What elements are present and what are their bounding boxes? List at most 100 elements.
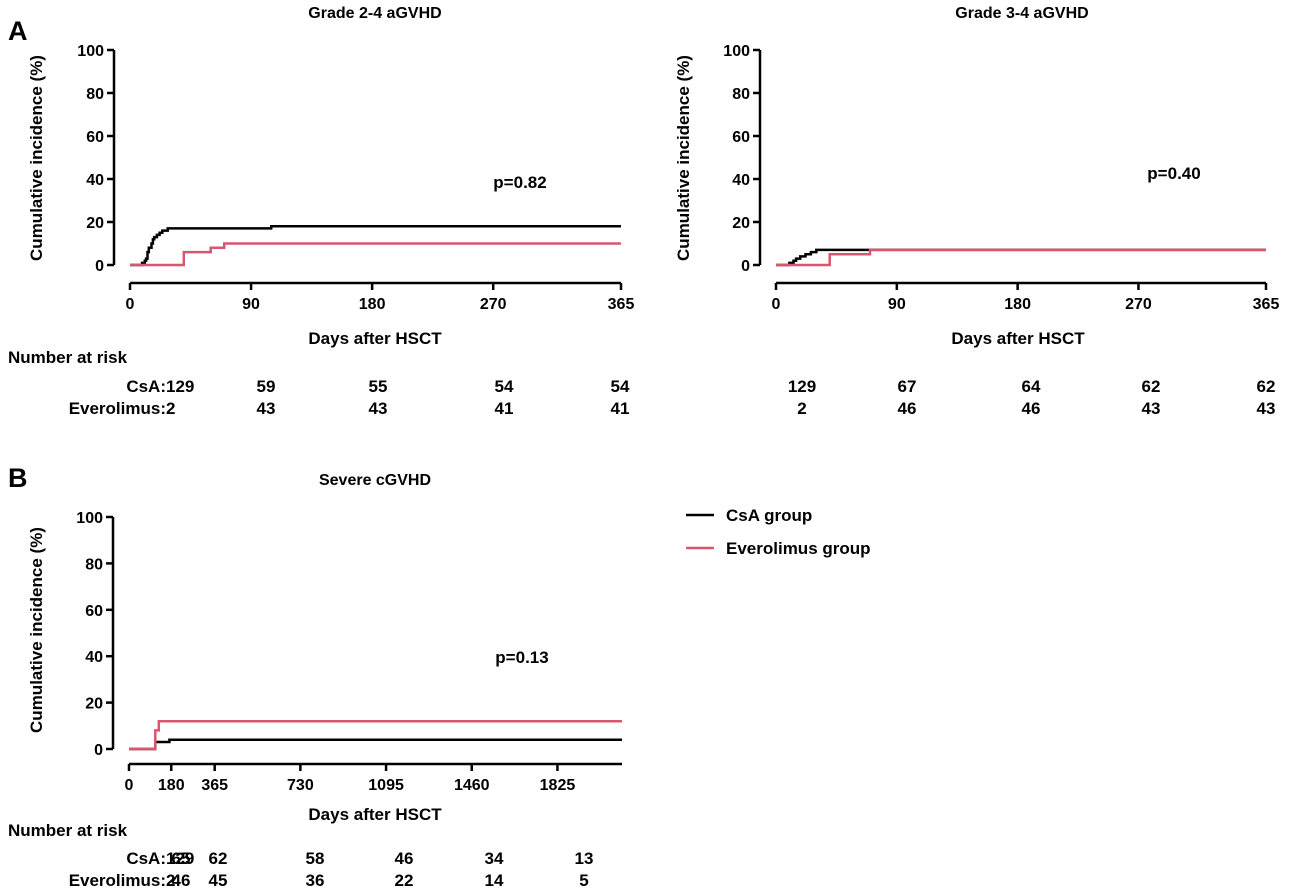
y-tick-label: 20: [85, 696, 103, 713]
chart-title: Grade 2-4 aGVHD: [308, 5, 441, 22]
risk-value: 22: [395, 871, 414, 890]
risk-value: 14: [485, 871, 504, 890]
risk-row-label: CsA:: [126, 849, 166, 868]
x-axis-label: Days after HSCT: [951, 329, 1085, 348]
series-line-everolimus: [129, 719, 622, 751]
risk-value: 43: [257, 399, 276, 418]
risk-value: 64: [1022, 377, 1041, 396]
chart-title: Grade 3-4 aGVHD: [955, 5, 1088, 22]
risk-value: 2: [166, 399, 175, 418]
x-axis-label: Days after HSCT: [308, 805, 442, 824]
y-tick-label: 80: [732, 86, 750, 103]
p-value-annotation: p=0.13: [495, 648, 548, 667]
risk-value: 54: [495, 377, 514, 396]
x-tick-label: 1095: [368, 777, 404, 794]
y-tick-label: 60: [732, 129, 750, 146]
risk-value: 129: [166, 849, 194, 868]
x-tick-label: 730: [287, 777, 314, 794]
legend-label-csa: CsA group: [726, 506, 812, 525]
risk-value: 46: [395, 849, 414, 868]
y-axis-label: Cumulative incidence (%): [27, 527, 46, 733]
chart-panel-grade-2-4: Grade 2-4 aGVHD p=0.82 0 20 40 60 80 100 0 90 180 2…: [27, 5, 634, 418]
risk-value: 5: [579, 871, 588, 890]
y-tick-label: 0: [94, 742, 103, 759]
x-tick-label: 365: [608, 296, 635, 313]
series-line-csa: [129, 738, 622, 751]
risk-value: 129: [166, 377, 194, 396]
y-tick-label: 60: [85, 603, 103, 620]
chart-title: Severe cGVHD: [319, 472, 431, 489]
y-tick-label: 40: [732, 172, 750, 189]
p-value-annotation: p=0.82: [493, 173, 546, 192]
risk-value: 58: [306, 849, 325, 868]
x-tick-label: 270: [480, 296, 507, 313]
x-tick-label: 1460: [454, 777, 490, 794]
x-tick-label: 180: [1004, 296, 1031, 313]
y-tick-label: 80: [86, 86, 104, 103]
risk-value: 41: [611, 399, 630, 418]
y-tick-label: 40: [85, 649, 103, 666]
risk-value: 41: [495, 399, 514, 418]
y-tick-label: 100: [77, 43, 104, 60]
risk-value: 46: [1022, 399, 1041, 418]
y-tick-label: 40: [86, 172, 104, 189]
y-tick-label: 0: [95, 258, 104, 275]
risk-value: 43: [1257, 399, 1276, 418]
risk-value: 129: [788, 377, 816, 396]
risk-value: 46: [898, 399, 917, 418]
x-tick-label: 365: [201, 777, 228, 794]
y-axis-label: Cumulative incidence (%): [27, 55, 46, 261]
series-line-everolimus: [776, 248, 1266, 267]
risk-value: 62: [1257, 377, 1276, 396]
risk-value: 43: [1142, 399, 1161, 418]
y-tick-label: 0: [741, 258, 750, 275]
risk-value: 62: [209, 849, 228, 868]
series-line-everolimus: [130, 242, 621, 267]
x-tick-label: 1825: [540, 777, 576, 794]
risk-value: 54: [611, 377, 630, 396]
x-tick-label: 0: [126, 296, 135, 313]
y-axis-label: Cumulative incidence (%): [674, 55, 693, 261]
y-tick-label: 60: [86, 129, 104, 146]
risk-value: 36: [306, 871, 325, 890]
risk-value: 65: [172, 849, 191, 868]
risk-row-label: CsA:: [126, 377, 166, 396]
risk-value: 13: [575, 849, 594, 868]
risk-value: 59: [257, 377, 276, 396]
risk-value: 2: [797, 399, 806, 418]
p-value-annotation: p=0.40: [1147, 164, 1200, 183]
x-tick-label: 90: [888, 296, 906, 313]
risk-value: 45: [209, 871, 228, 890]
panel-label-b: B: [8, 463, 28, 493]
chart-panel-grade-3-4: Grade 3-4 aGVHD p=0.40 0 20 40 60 80 100 0 90 180 2…: [674, 5, 1279, 418]
risk-value: 55: [369, 377, 388, 396]
x-tick-label: 365: [1253, 296, 1280, 313]
risk-value: 2: [166, 871, 175, 890]
risk-value: 46: [172, 871, 191, 890]
risk-value: 62: [1142, 377, 1161, 396]
risk-title-a: Number at risk: [8, 348, 128, 367]
x-tick-label: 180: [158, 777, 185, 794]
series-line-csa: [130, 225, 621, 267]
x-axis-label: Days after HSCT: [308, 329, 442, 348]
y-tick-label: 20: [86, 215, 104, 232]
legend-label-everolimus: Everolimus group: [726, 539, 871, 558]
risk-value: 67: [898, 377, 917, 396]
legend: CsA group Everolimus group: [686, 506, 871, 558]
risk-value: 34: [485, 849, 504, 868]
y-tick-label: 20: [732, 215, 750, 232]
panel-label-a: A: [8, 16, 28, 46]
risk-title-b: Number at risk: [8, 821, 128, 840]
series-line-csa: [776, 248, 1266, 267]
y-tick-label: 100: [723, 43, 750, 60]
x-tick-label: 180: [359, 296, 386, 313]
y-tick-label: 100: [76, 510, 103, 527]
x-tick-label: 90: [242, 296, 260, 313]
y-tick-label: 80: [85, 556, 103, 573]
risk-row-label: Everolimus:: [69, 399, 166, 418]
x-tick-label: 270: [1125, 296, 1152, 313]
risk-row-label: Everolimus:: [69, 871, 166, 890]
x-tick-label: 0: [125, 777, 134, 794]
